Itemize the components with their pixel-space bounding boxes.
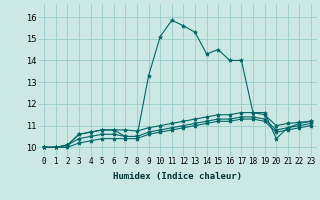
- X-axis label: Humidex (Indice chaleur): Humidex (Indice chaleur): [113, 172, 242, 181]
